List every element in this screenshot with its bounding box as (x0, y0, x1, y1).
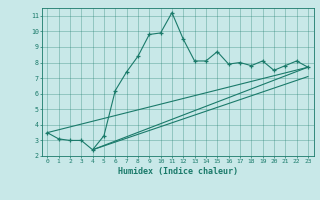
X-axis label: Humidex (Indice chaleur): Humidex (Indice chaleur) (118, 167, 237, 176)
